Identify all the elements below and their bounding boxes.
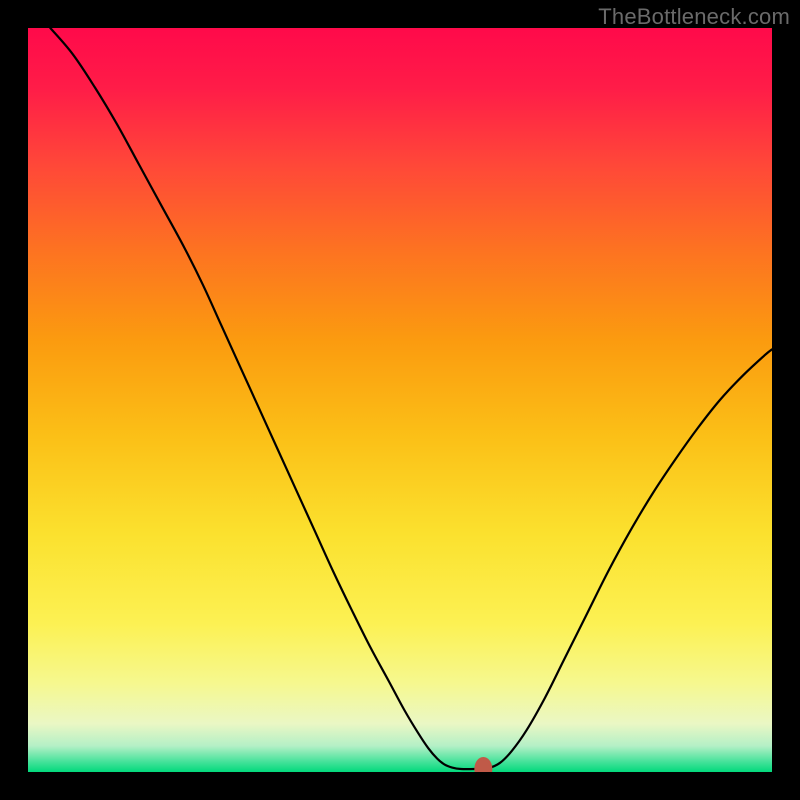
gradient-background <box>28 28 772 772</box>
bottleneck-chart <box>0 0 800 800</box>
chart-svg <box>28 28 772 772</box>
watermark-label: TheBottleneck.com <box>598 4 790 30</box>
chart-plot-area <box>28 28 772 772</box>
